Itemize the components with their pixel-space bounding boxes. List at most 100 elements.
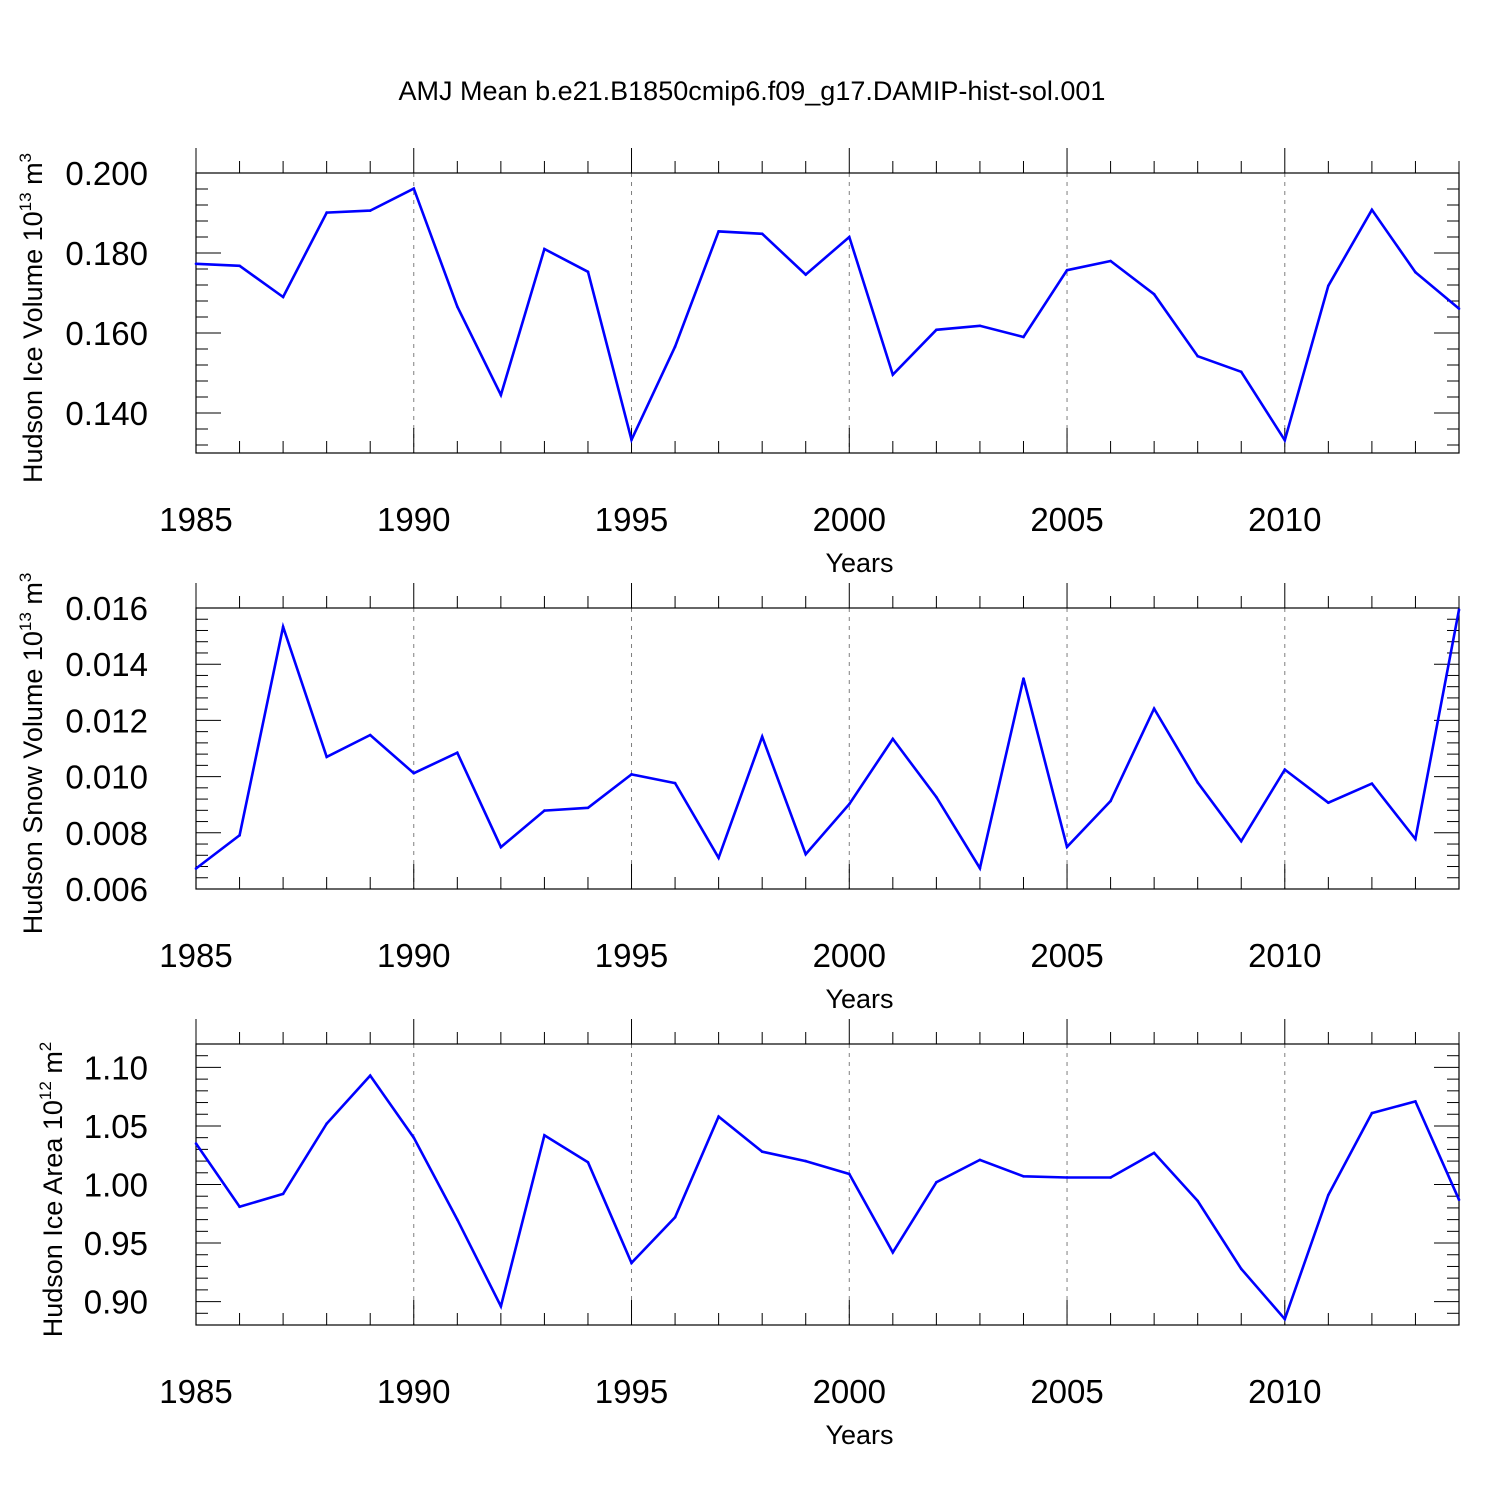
y-axis-label: Hudson Snow Volume 1013 m3	[16, 573, 48, 935]
data-point	[1327, 284, 1330, 288]
x-tick-label: 2000	[813, 937, 886, 974]
y-axis-label-unit: m	[38, 1051, 68, 1081]
data-point	[1283, 438, 1287, 442]
data-point	[935, 1180, 938, 1184]
x-axis-label: Years	[825, 1420, 893, 1450]
y-tick-label: 0.012	[65, 702, 148, 739]
x-tick-label: 2000	[813, 1373, 886, 1410]
y-axis-label-exponent: 13	[16, 612, 35, 631]
data-point	[1152, 1151, 1156, 1155]
data-point	[673, 781, 677, 785]
data-point	[586, 270, 590, 274]
data-point	[630, 438, 633, 442]
data-point	[1022, 1175, 1025, 1178]
plot-frame	[195, 607, 1460, 890]
data-point	[499, 393, 503, 397]
data-point	[194, 867, 198, 870]
data-point	[978, 866, 982, 870]
data-point	[1283, 768, 1287, 771]
data-point	[325, 1122, 328, 1125]
data-point	[1065, 845, 1069, 849]
y-tick-label: 0.95	[84, 1225, 148, 1262]
data-point	[935, 795, 938, 799]
data-point	[1370, 208, 1374, 212]
data-point	[238, 834, 241, 837]
y-axis-label-unit: m	[18, 582, 48, 612]
y-axis-label-exponent: 12	[36, 1081, 55, 1100]
data-point	[1414, 837, 1417, 841]
y-tick-label: 0.140	[65, 395, 148, 432]
figure-title: AMJ Mean b.e21.B1850cmip6.f09_g17.DAMIP-…	[399, 76, 1106, 106]
data-point	[586, 806, 590, 810]
y-tick-label: 0.016	[65, 590, 148, 627]
series-line	[194, 1073, 1461, 1322]
data-point	[412, 187, 416, 190]
data-point	[543, 809, 546, 812]
data-point	[499, 1304, 503, 1308]
chart-panel-2: 0.006 0.008 0.010 0.012 0.014 0.016 1985 1990 19…	[16, 573, 1461, 1014]
data-point	[717, 1115, 720, 1118]
data-point	[1327, 801, 1330, 805]
data-point	[456, 305, 459, 308]
data-point	[804, 852, 808, 856]
x-tick-label: 1985	[159, 937, 232, 974]
x-tick-label: 1995	[595, 1373, 668, 1410]
data-point	[281, 1192, 285, 1196]
x-tick-label: 1985	[159, 501, 232, 538]
data-point	[760, 232, 764, 236]
data-point	[1457, 608, 1461, 611]
x-tick-label: 2005	[1030, 1373, 1103, 1410]
data-point	[412, 1136, 416, 1139]
data-point	[412, 771, 416, 775]
plot-frame	[195, 1043, 1460, 1326]
data-point	[673, 345, 677, 348]
data-point	[499, 845, 503, 849]
data-point	[194, 1142, 198, 1145]
data-point	[717, 230, 720, 233]
data-point	[1283, 1317, 1287, 1321]
data-point	[325, 755, 328, 759]
data-point	[847, 1172, 851, 1176]
y-axis-label-text: Hudson Snow Volume 10	[18, 631, 48, 934]
data-point	[1239, 1267, 1243, 1271]
y-axis-label-text: Hudson Ice Area 10	[38, 1100, 68, 1337]
data-point	[1196, 354, 1199, 358]
data-point	[804, 273, 808, 276]
x-tick-label: 2005	[1030, 937, 1103, 974]
y-tick-label: 0.160	[65, 315, 148, 352]
y-axis-label-unit: m	[18, 162, 48, 192]
data-point	[586, 1160, 590, 1164]
x-tick-label: 1985	[159, 1373, 232, 1410]
x-tick-label: 1995	[595, 937, 668, 974]
x-tick-label: 1990	[377, 501, 450, 538]
data-point	[847, 235, 851, 239]
y-axis-label-text: Hudson Ice Volume 10	[18, 211, 48, 483]
data-point	[543, 247, 546, 251]
y-axis-label: Hudson Ice Area 1012 m2	[36, 1042, 68, 1338]
data-point	[1109, 1176, 1112, 1179]
data-point	[1414, 1100, 1417, 1103]
data-point	[1457, 307, 1461, 310]
y-tick-label: 1.10	[84, 1049, 148, 1086]
chart-panel-3: 0.90 0.95 1.00 1.05 1.10 1985 1990 1995 2000 2005…	[36, 1019, 1461, 1450]
data-point	[368, 1074, 372, 1077]
data-point	[1065, 1176, 1069, 1179]
y-tick-label: 0.008	[65, 815, 148, 852]
data-point	[760, 735, 764, 738]
data-point	[847, 802, 851, 806]
data-point	[978, 324, 982, 328]
data-point	[978, 1158, 982, 1162]
data-point	[1022, 677, 1025, 680]
data-point	[630, 1261, 633, 1265]
data-point	[935, 328, 938, 332]
data-point	[1370, 1111, 1374, 1115]
y-tick-label: 0.200	[65, 155, 148, 192]
panels: 0.140 0.160 0.180 0.200 1985 1990 1995 2000 2005…	[16, 148, 1461, 1450]
y-tick-label: 0.014	[65, 646, 148, 683]
data-point	[891, 373, 895, 376]
data-point	[368, 733, 372, 737]
data-point	[1022, 335, 1025, 339]
y-axis-label-unit-exponent: 3	[16, 153, 35, 162]
x-tick-label: 1990	[377, 937, 450, 974]
data-point	[891, 1251, 895, 1254]
